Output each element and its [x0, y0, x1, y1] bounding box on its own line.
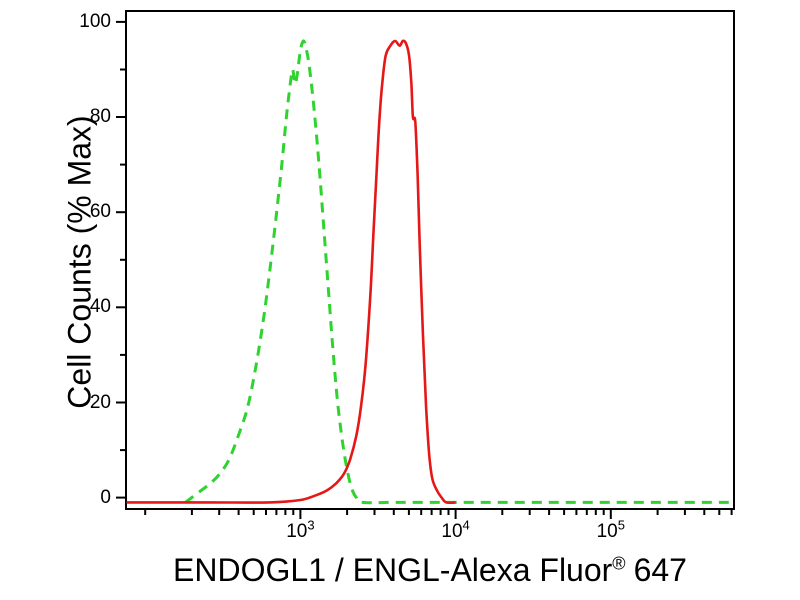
y-axis-tick-label: 20	[89, 391, 111, 413]
x-axis-title-main: ENDOGL1 / ENGL-Alexa Fluor	[173, 552, 613, 588]
y-axis-tick-label: 100	[79, 10, 111, 32]
series-green-dashed-curve	[184, 39, 732, 505]
plot-frame	[125, 10, 735, 510]
registered-trademark-icon: ®	[612, 553, 626, 574]
x-axis-title-suffix: 647	[633, 552, 687, 588]
x-axis-tick-label: 103	[286, 517, 315, 542]
x-axis-title: ENDOGL1 / ENGL-Alexa Fluor® 647	[95, 552, 765, 589]
series-red-solid-curve	[126, 39, 456, 505]
y-axis-tick-label: 60	[89, 201, 111, 223]
y-axis-tick-label: 40	[89, 296, 111, 318]
y-axis-title: Cell Counts (% Max)	[61, 115, 98, 409]
x-axis-tick-label: 104	[441, 517, 470, 542]
x-axis-tick-label: 105	[596, 517, 625, 542]
y-axis-tick-label: 80	[89, 106, 111, 127]
y-axis-tick-label: 0	[100, 486, 111, 508]
